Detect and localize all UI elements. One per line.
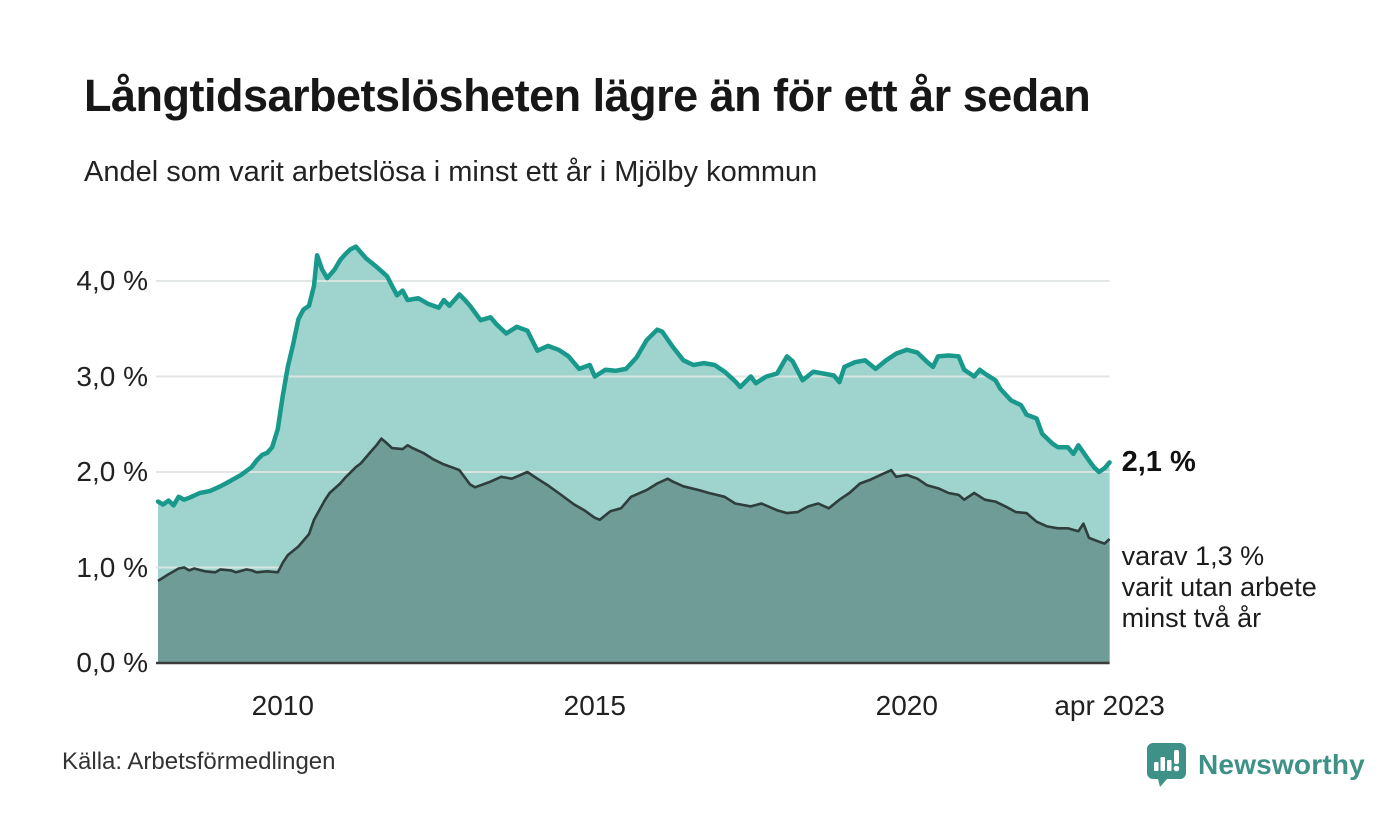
x-tick-label: 2015: [563, 690, 626, 721]
two-year-note: varav 1,3 % varit utan arbete minst två …: [1121, 540, 1317, 633]
y-tick-label: 1,0 %: [76, 551, 148, 583]
newsworthy-wordmark: Newsworthy: [1198, 749, 1365, 780]
y-tick-label: 2,0 %: [76, 456, 148, 487]
newsworthy-logo: Newsworthy: [1146, 742, 1365, 788]
x-tick-label: 2010: [251, 690, 314, 721]
x-tick-label: apr 2023: [1054, 690, 1165, 721]
line-one-year: [155, 244, 1112, 508]
latest-value-label: 2,1 %: [1121, 446, 1196, 479]
y-tick-label: 0,0 %: [76, 647, 148, 678]
area-fill-two-year: [158, 438, 1110, 663]
page-subtitle: Andel som varit arbetslösa i minst ett å…: [84, 156, 818, 188]
page-title: Långtidsarbetslösheten lägre än för ett …: [84, 70, 1091, 121]
source-note: Källa: Arbetsförmedlingen: [62, 748, 336, 775]
x-tick-label: 2020: [875, 690, 938, 721]
y-tick-label: 4,0 %: [76, 265, 148, 296]
y-tick-label: 3,0 %: [76, 360, 148, 392]
newsworthy-logo-icon: [1147, 743, 1186, 787]
line-two-year: [157, 437, 1111, 582]
